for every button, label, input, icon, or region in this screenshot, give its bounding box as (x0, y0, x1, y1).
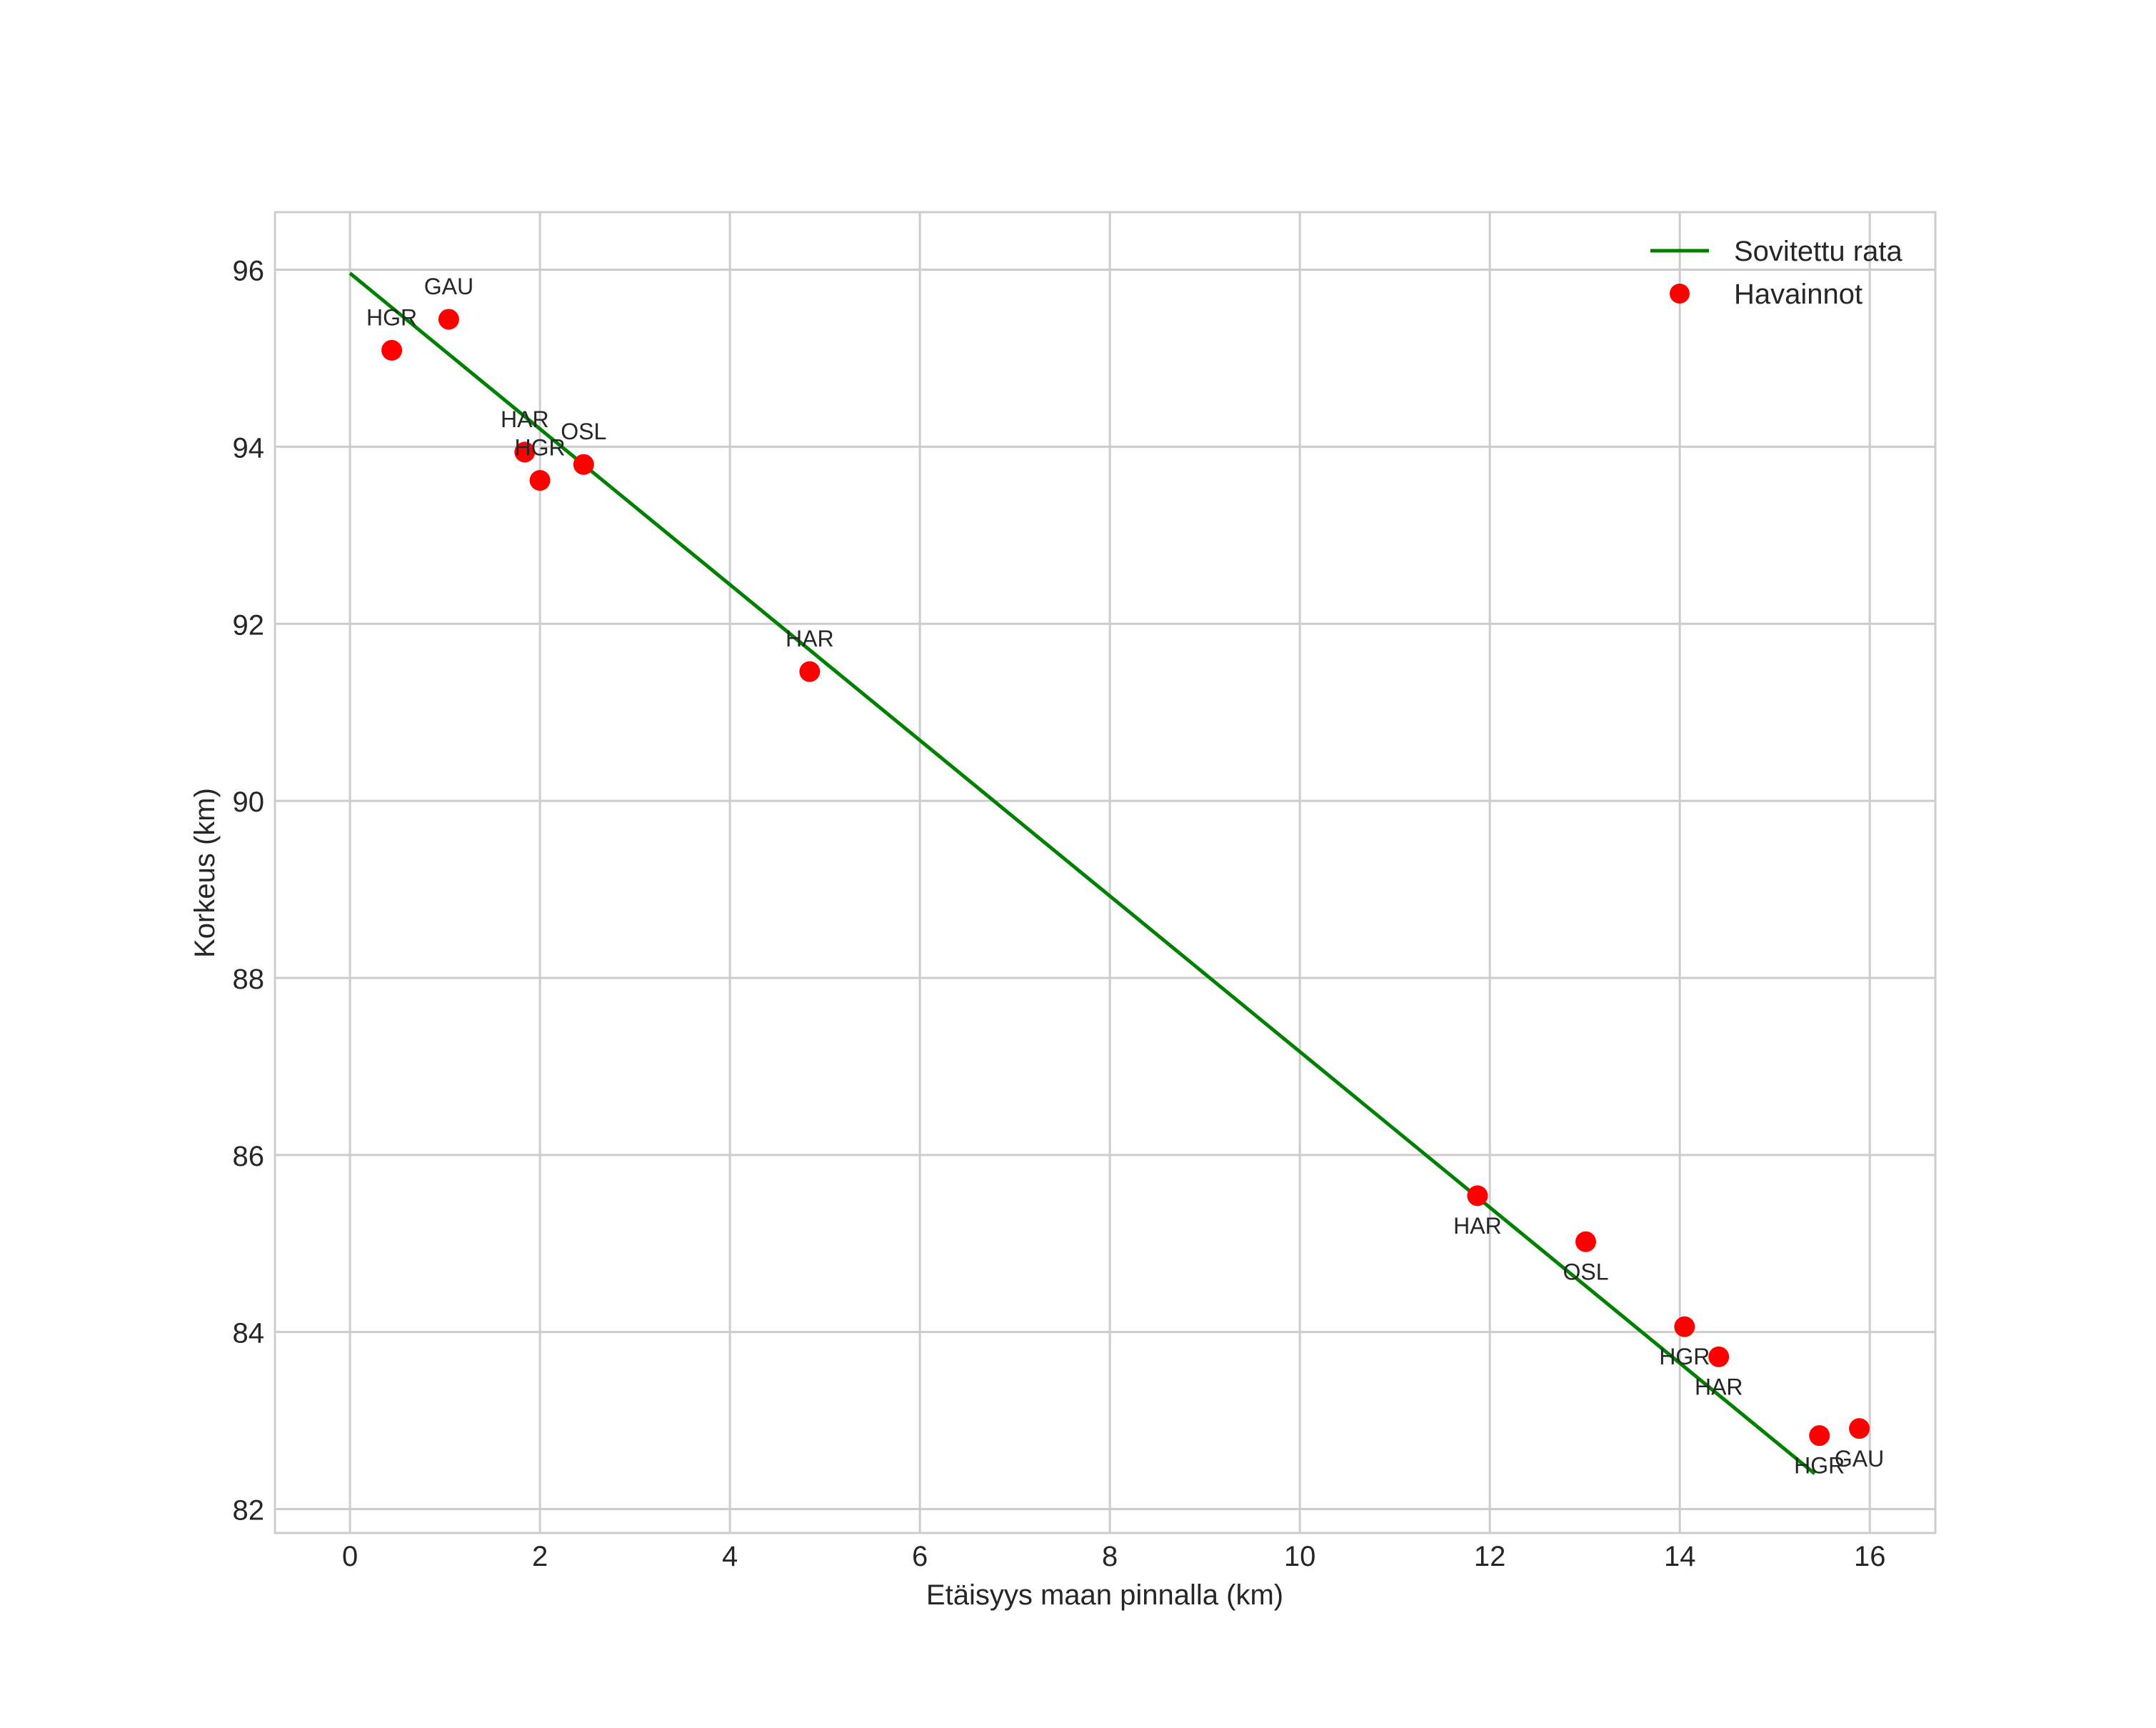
y-tick-label: 86 (233, 1141, 265, 1172)
x-axis-label: Etäisyys maan pinnalla (km) (926, 1579, 1283, 1611)
x-axis-ticks: 0 2 4 6 8 10 12 14 16 (342, 1541, 1886, 1572)
grid-lines (275, 212, 1935, 1533)
station-label: OSL (1563, 1259, 1609, 1284)
station-label: OSL (561, 419, 606, 444)
y-tick-label: 88 (233, 964, 265, 995)
observation-point (799, 661, 821, 682)
x-tick-label: 10 (1284, 1541, 1316, 1572)
y-tick-label: 92 (233, 609, 265, 641)
station-label: GAU (1835, 1446, 1884, 1472)
fit-line-path (349, 271, 1816, 1475)
observation-point (1674, 1316, 1695, 1337)
legend-label-observations: Havainnot (1734, 279, 1862, 310)
x-tick-label: 6 (912, 1541, 928, 1572)
y-tick-label: 90 (233, 786, 265, 818)
y-tick-label: 94 (233, 432, 265, 464)
observation-point (1809, 1425, 1830, 1447)
observation-point (514, 441, 536, 463)
station-label: GAU (424, 274, 473, 299)
y-tick-label: 96 (233, 256, 265, 287)
station-label: HGR (1659, 1344, 1710, 1369)
x-tick-label: 0 (342, 1541, 358, 1572)
y-axis-ticks: 82 84 86 88 90 92 94 96 (233, 256, 265, 1527)
x-tick-label: 2 (532, 1541, 548, 1572)
axes-frame (274, 211, 1937, 1534)
fitted-trajectory-line (349, 271, 1816, 1475)
station-label: HGR (366, 304, 417, 330)
observation-point (1708, 1346, 1730, 1367)
x-tick-label: 4 (722, 1541, 738, 1572)
x-tick-label: 8 (1102, 1541, 1118, 1572)
station-label: HAR (1695, 1374, 1743, 1399)
x-tick-label: 12 (1474, 1541, 1506, 1572)
observation-point (438, 309, 459, 330)
station-label: HAR (501, 406, 549, 432)
observation-point (529, 470, 551, 491)
observation-point (1575, 1231, 1597, 1252)
y-tick-label: 82 (233, 1495, 265, 1527)
legend: Sovitettu rata Havainnot (1650, 236, 1902, 310)
observation-point (1849, 1418, 1870, 1439)
station-label: HGR (515, 435, 566, 461)
x-tick-label: 16 (1854, 1541, 1886, 1572)
observation-points (381, 309, 1870, 1447)
station-label: HAR (786, 626, 834, 651)
x-tick-label: 14 (1664, 1541, 1696, 1572)
observation-point (1467, 1185, 1488, 1207)
station-label: HGR (1794, 1453, 1845, 1479)
observation-point (381, 339, 403, 361)
y-tick-label: 84 (233, 1318, 265, 1349)
station-label: HAR (1453, 1213, 1502, 1239)
observation-point (573, 454, 594, 475)
legend-dot-icon (1670, 284, 1690, 304)
legend-label-fit: Sovitettu rata (1734, 236, 1902, 267)
y-axis-label: Korkeus (km) (189, 788, 221, 958)
